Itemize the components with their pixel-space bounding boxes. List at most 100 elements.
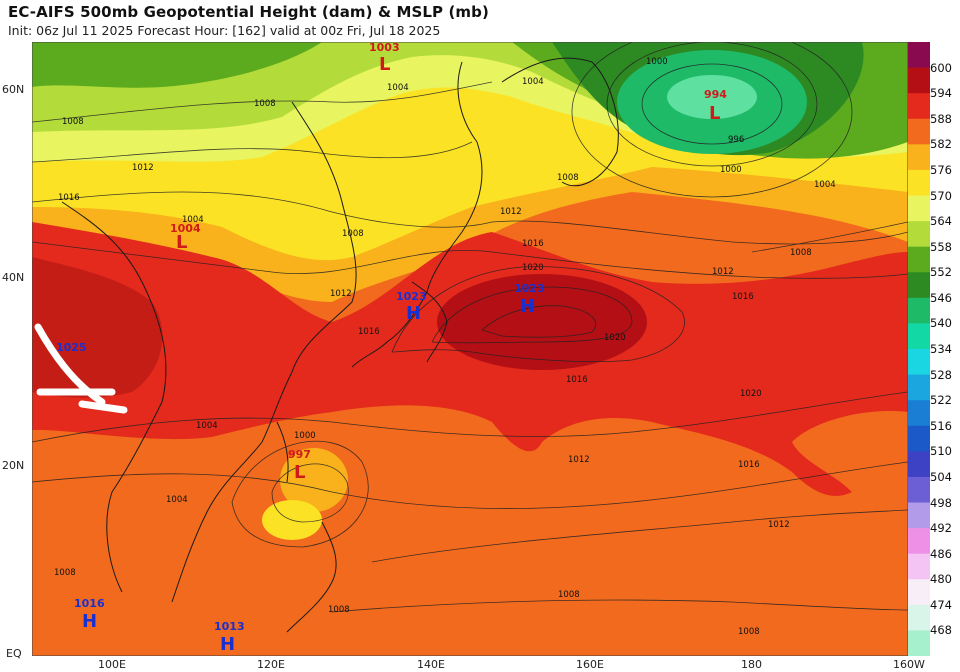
center-letter: H — [406, 303, 421, 324]
isobar-label: 1004 — [166, 495, 188, 505]
colorbar-level-label: 522 — [930, 393, 952, 408]
center-value: 1013 — [214, 620, 245, 633]
colorbar-swatch — [908, 425, 930, 452]
colorbar-swatch — [908, 476, 930, 503]
fill-594 — [437, 274, 647, 370]
colorbar-level-label: 546 — [930, 290, 952, 305]
colorbar-level-label: 582 — [930, 137, 952, 152]
colorbar-swatch — [908, 221, 930, 248]
isobar-label: 1000 — [720, 165, 742, 175]
lon-label-160w: 160W — [893, 658, 925, 671]
isobar-label: 1000 — [294, 431, 316, 441]
colorbar-level-label: 486 — [930, 546, 952, 561]
fill-552 — [32, 42, 322, 88]
colorbar-level-label: 570 — [930, 188, 952, 203]
isobar-label: 1004 — [196, 421, 218, 431]
lon-label-100e: 100E — [98, 658, 126, 671]
colorbar-swatch — [908, 246, 930, 273]
center-letter: L — [176, 232, 187, 253]
isobar-label: 1004 — [182, 215, 204, 225]
colorbar-level-label: 576 — [930, 162, 952, 177]
colorbar-swatch — [908, 528, 930, 555]
isobar-label: 996 — [728, 135, 744, 145]
high-center-1016: 1016 H — [74, 597, 105, 632]
isobar-label: 1008 — [54, 568, 76, 578]
center-letter: H — [220, 634, 235, 655]
isobar-label: 1008 — [558, 590, 580, 600]
isobar-label: 1012 — [500, 207, 522, 217]
colorbar-swatch — [908, 272, 930, 299]
center-value: 1025 — [56, 341, 87, 354]
center-value: 1016 — [74, 597, 105, 610]
colorbar-swatch — [908, 93, 930, 120]
colorbar-swatch — [908, 169, 930, 196]
colorbar-level-label: 528 — [930, 367, 952, 382]
lat-label-60n: 60N — [2, 83, 25, 96]
isobar-label: 1016 — [738, 460, 760, 470]
high-center-1023-east: 1023 H — [514, 282, 545, 317]
geopotential-map: 1004 1008 1008 1012 1016 1004 1008 1004 … — [32, 42, 908, 656]
center-letter: L — [294, 462, 305, 483]
white-scribble — [34, 323, 128, 414]
colorbar-level-label: 534 — [930, 342, 952, 356]
colorbar-swatch — [908, 579, 930, 606]
low-center-994: 994 L — [704, 88, 727, 124]
isobar-label: 1012 — [568, 455, 590, 465]
isobar-label: 1008 — [342, 229, 364, 239]
low-center-1003: 1003 L — [369, 42, 400, 75]
colorbar-level-label: 492 — [930, 521, 952, 536]
colorbar-level-label: 588 — [930, 111, 952, 126]
colorbar-swatch — [908, 451, 930, 478]
map-title: EC-AIFS 500mb Geopotential Height (dam) … — [8, 3, 489, 21]
isobar-label: 1008 — [790, 248, 812, 258]
fill-534 — [667, 75, 757, 119]
isobar-label: 1020 — [740, 389, 762, 399]
isobar-label: 1004 — [522, 77, 544, 87]
isobar-label: 1008 — [62, 117, 84, 127]
isobar-label: 1004 — [814, 180, 836, 190]
low-center-1004: 1004 L — [170, 222, 201, 253]
center-value: 997 — [288, 448, 311, 461]
map-subtitle: Init: 06z Jul 11 2025 Forecast Hour: [16… — [8, 23, 441, 38]
colorbar-swatch — [908, 502, 930, 529]
colorbar-level-label: 594 — [930, 86, 952, 101]
isobar-label: 1000 — [646, 57, 668, 67]
colorbar-swatch — [908, 67, 930, 94]
isobar-label: 1012 — [330, 289, 352, 299]
pressure-centers: 1003 L 994 L 1004 L 1023 H 1023 H 997 L … — [56, 42, 727, 655]
colorbar-swatch — [908, 400, 930, 427]
lon-label-160e: 160E — [576, 658, 604, 671]
colorbar — [908, 42, 930, 656]
colorbar-level-label: 558 — [930, 239, 952, 254]
colorbar-swatch — [908, 604, 930, 631]
lat-label-eq: EQ — [6, 647, 22, 660]
center-value: 1004 — [170, 222, 201, 235]
isobar-label: 1020 — [604, 333, 626, 343]
isobar-labels: 1004 1008 1008 1012 1016 1004 1008 1004 … — [54, 57, 836, 637]
fill-582-low — [280, 448, 348, 512]
colorbar-level-label: 480 — [930, 572, 952, 587]
center-value: 994 — [704, 88, 727, 101]
center-letter: L — [709, 103, 720, 124]
colorbar-level-label: 504 — [930, 469, 952, 484]
colorbar-level-label: 498 — [930, 495, 952, 510]
low-center-997: 997 L — [288, 448, 311, 483]
lat-label-20n: 20N — [2, 459, 25, 472]
colorbar-swatch — [908, 297, 930, 324]
colorbar-level-label: 552 — [930, 265, 952, 280]
colorbar-swatch — [908, 374, 930, 401]
colorbar-swatch — [908, 195, 930, 222]
colorbar-level-label: 474 — [930, 597, 952, 612]
fill-588 — [32, 222, 908, 496]
center-value: 1023 — [514, 282, 545, 295]
colorbar-level-label: 600 — [930, 60, 952, 75]
colorbar-level-label: 564 — [930, 214, 952, 229]
center-letter: H — [520, 296, 535, 317]
lon-label-120e: 120E — [257, 658, 285, 671]
isobar-label: 1004 — [387, 83, 409, 93]
colorbar-swatch — [908, 630, 930, 656]
isobar-label: 1012 — [768, 520, 790, 530]
colorbar-level-label: 510 — [930, 444, 952, 459]
isobar-label: 1008 — [254, 99, 276, 109]
isobar-label: 1016 — [358, 327, 380, 337]
